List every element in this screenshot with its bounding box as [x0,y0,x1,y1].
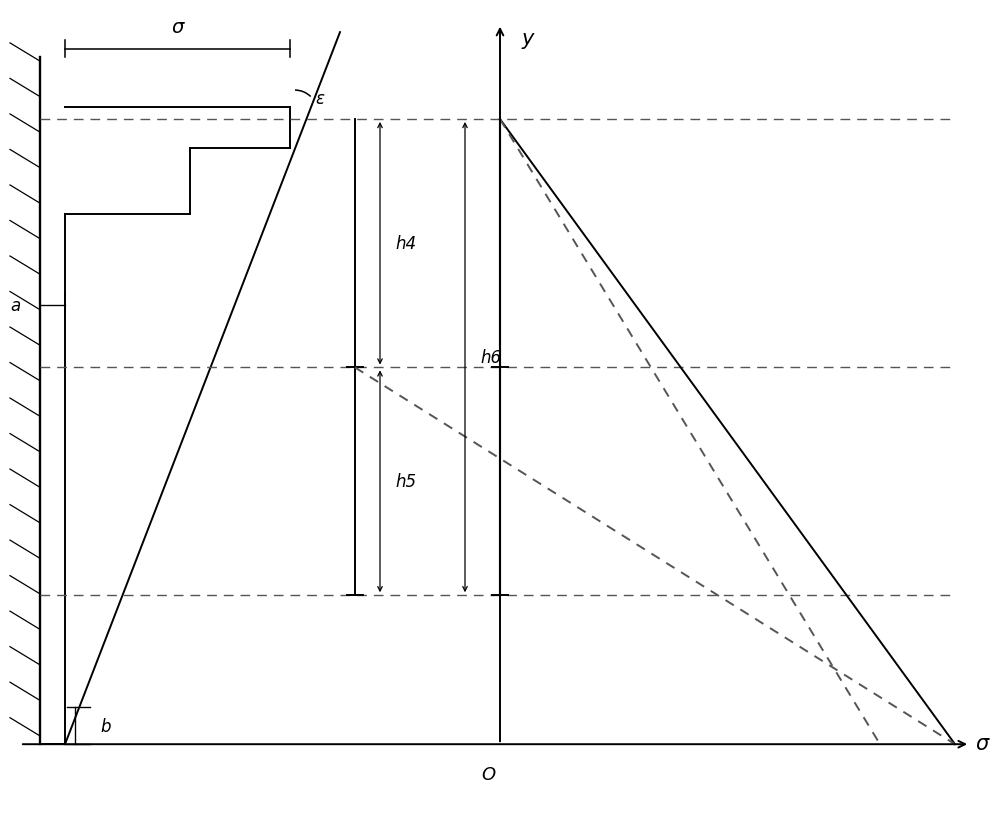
Text: σ: σ [171,18,184,37]
Text: a: a [10,297,20,315]
Text: b: b [100,717,110,734]
Text: y: y [522,29,534,49]
Text: h6: h6 [480,349,501,366]
Text: h5: h5 [395,473,416,490]
Text: ε: ε [315,89,324,108]
Text: σ: σ [975,733,988,753]
Text: O: O [481,765,495,783]
Text: h4: h4 [395,235,416,253]
